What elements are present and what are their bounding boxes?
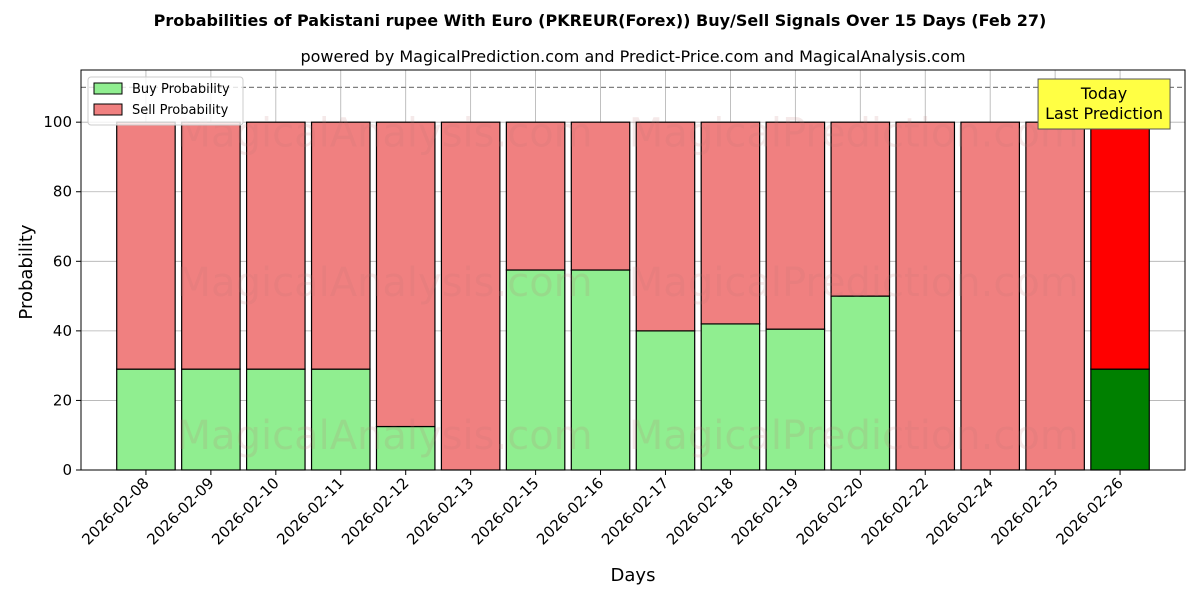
watermark-text: MagicalAnalysis.com <box>177 260 593 306</box>
watermark-text: MagicalAnalysis.com <box>177 111 593 157</box>
sell-bar <box>181 121 241 370</box>
plot-area: MagicalAnalysis.com MagicalPrediction.com… <box>43 69 1186 548</box>
legend-label: Buy Probability <box>132 82 230 97</box>
x-tick-label: 2026-02-10 <box>208 474 282 548</box>
y-tick-label: 20 <box>53 391 72 409</box>
legend-swatch <box>93 82 123 95</box>
buy-bar <box>116 368 176 471</box>
y-tick-label: 100 <box>43 113 72 131</box>
y-tick-label: 80 <box>53 183 72 201</box>
annotation-box <box>1037 78 1171 130</box>
x-tick-label: 2026-02-16 <box>533 474 607 548</box>
buy-bar <box>635 330 696 471</box>
buy-bar <box>700 323 761 471</box>
x-tick-label: 2026-02-22 <box>858 474 932 548</box>
x-tick-label: 2026-02-18 <box>663 474 737 548</box>
sell-bar <box>116 121 176 370</box>
legend-box <box>87 76 244 126</box>
x-tick-label: 2026-02-20 <box>793 474 867 548</box>
sell-bar <box>895 121 956 471</box>
buy-bar <box>830 295 891 471</box>
sell-bar <box>440 121 501 471</box>
sell-bar <box>830 121 891 297</box>
legend-swatch <box>93 103 123 116</box>
y-tick-label: 60 <box>53 252 72 270</box>
x-tick-label: 2026-02-08 <box>78 474 152 548</box>
x-tick-label: 2026-02-26 <box>1053 474 1127 548</box>
annotation-text: Last Prediction <box>1045 104 1163 123</box>
x-tick-label: 2026-02-13 <box>403 474 477 548</box>
sell-bar <box>700 121 761 325</box>
x-tick-label: 2026-02-09 <box>143 474 217 548</box>
sell-bar <box>570 121 631 271</box>
legend-label: Sell Probability <box>132 103 229 118</box>
x-tick-label: 2026-02-17 <box>598 474 672 548</box>
buy-bar <box>1090 368 1150 471</box>
watermark-text: MagicalPrediction.com <box>629 111 1079 157</box>
annotation-text: Today <box>1080 84 1127 103</box>
y-axis-label: Probability <box>16 224 37 319</box>
x-tick-label: 2026-02-19 <box>728 474 802 548</box>
sell-bar <box>246 121 306 370</box>
sell-bar <box>1090 121 1150 370</box>
sell-bar <box>1025 121 1085 471</box>
x-tick-label: 2026-02-15 <box>468 474 542 548</box>
y-tick-label: 40 <box>53 322 72 340</box>
chart-subtitle: powered by MagicalPrediction.com and Pre… <box>300 47 965 66</box>
sell-bar <box>635 121 696 332</box>
x-tick-label: 2026-02-12 <box>338 474 412 548</box>
buy-bar <box>570 269 631 471</box>
buy-bar <box>310 368 371 471</box>
x-tick-label: 2026-02-11 <box>273 474 347 548</box>
chart-title: Probabilities of Pakistani rupee With Eu… <box>154 11 1047 30</box>
sell-bar <box>375 121 436 428</box>
x-tick-label: 2026-02-25 <box>988 474 1062 548</box>
x-axis-label: Days <box>611 565 656 586</box>
buy-bar <box>765 328 826 471</box>
buy-bar <box>505 269 566 471</box>
plot-frame <box>80 69 1186 471</box>
x-tick-label: 2026-02-24 <box>923 474 997 548</box>
y-tick-label: 0 <box>62 461 72 479</box>
watermark-text: MagicalAnalysis.com <box>177 413 593 459</box>
sell-bar <box>960 121 1021 471</box>
sell-bar <box>765 121 826 330</box>
watermark-text: MagicalPrediction.com <box>629 413 1079 459</box>
watermark-text: MagicalPrediction.com <box>629 260 1079 306</box>
sell-bar <box>310 121 371 370</box>
sell-bar <box>505 121 566 271</box>
